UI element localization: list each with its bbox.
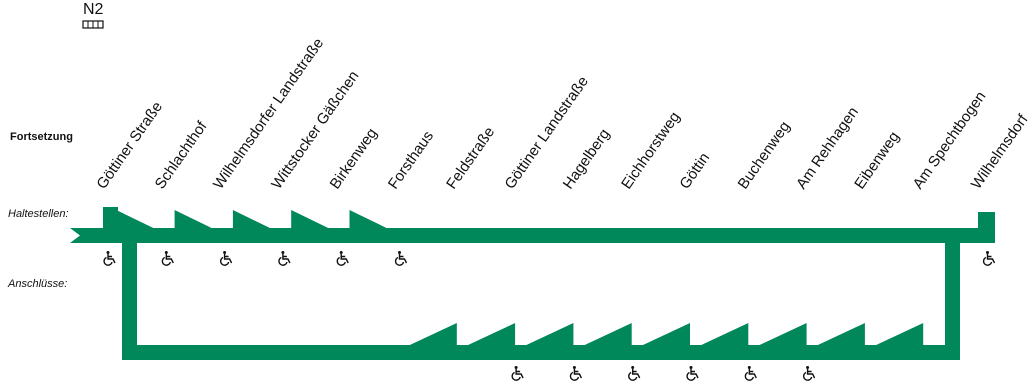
icon-body [982, 254, 996, 266]
icon-body [394, 254, 408, 266]
icon-head [747, 366, 751, 369]
wheelchair-icon [278, 251, 291, 266]
icon-head [806, 366, 810, 369]
icon-body [686, 369, 699, 381]
stop-name: Wilhelmsdorf [968, 111, 1032, 192]
icon-body [569, 369, 583, 381]
continuation-label: Fortsetzung [10, 131, 73, 143]
icon-head [986, 251, 989, 254]
icon-body [744, 369, 757, 381]
stop-name: Hagelberg [560, 126, 614, 192]
stop-flag [876, 323, 924, 345]
stop-name: Schlachthof [152, 118, 211, 193]
stop-name: Eibenweg [851, 129, 903, 193]
icon-body [803, 369, 816, 381]
stop-name: Am Rehhagen [793, 104, 862, 192]
icon-head [223, 251, 227, 254]
route [70, 207, 995, 360]
stop-flag [701, 323, 749, 345]
icon-body [161, 254, 174, 266]
wheelchair-icon [336, 251, 349, 266]
wheelchair-icon [982, 251, 996, 266]
stop-flag [116, 210, 154, 228]
icon-body [511, 369, 524, 381]
icon-body [103, 254, 116, 266]
icon-body [336, 254, 349, 266]
icon-head [281, 251, 285, 254]
stop-name: Birkenweg [327, 125, 381, 192]
stop-flag [174, 210, 212, 228]
stop-flag [584, 323, 632, 345]
wheelchair-icon [803, 366, 816, 381]
wheelchair-icon [220, 251, 233, 266]
icon-body [628, 369, 641, 381]
end-stop [978, 212, 995, 243]
wheelchair-icon [161, 251, 174, 266]
wheelchair-icon [686, 366, 699, 381]
wheelchair-icon [103, 251, 116, 266]
stop-flag [759, 323, 807, 345]
icon-head [572, 366, 576, 369]
stop-name: Feldstraße [443, 124, 498, 192]
icon-head [689, 366, 693, 369]
main-line [70, 228, 995, 243]
wheelchair-icon [628, 366, 641, 381]
icon-head [398, 251, 401, 254]
stop-flag [291, 210, 329, 228]
connections-label: Anschlüsse: [7, 278, 67, 290]
loop-bottom [122, 345, 960, 360]
loop-right [945, 240, 960, 360]
wheelchair-icon [511, 366, 524, 381]
stops-label: Haltestellen: [8, 208, 69, 220]
icon-body [220, 254, 233, 266]
icon-body [278, 254, 291, 266]
stop-flag [817, 323, 865, 345]
icon-head [106, 251, 110, 254]
stop-name: Göttin [676, 150, 713, 193]
stop-flag [409, 323, 457, 345]
vehicle-icon [82, 20, 104, 29]
stop-flag [643, 323, 690, 345]
icon-head [339, 251, 343, 254]
stop-name: Forsthaus [385, 128, 437, 192]
icon-head [631, 366, 635, 369]
stop-name: Wilhelmsdorfer Landstraße [210, 35, 327, 192]
loop-left [122, 240, 137, 360]
icon-head [164, 251, 168, 254]
stop-flag [349, 210, 387, 228]
line-number: N2 [83, 1, 104, 18]
stop-flag [526, 323, 574, 345]
wheelchair-icon [394, 251, 408, 266]
start-stop [103, 207, 118, 243]
icon-head [514, 366, 518, 369]
stop-name: Buchenweg [735, 118, 794, 192]
stop-flag [468, 323, 516, 345]
wheelchair-icon [569, 366, 583, 381]
wheelchair-icon [744, 366, 757, 381]
stop-flag [232, 210, 270, 228]
stop-name: Eichhorstweg [618, 109, 684, 193]
